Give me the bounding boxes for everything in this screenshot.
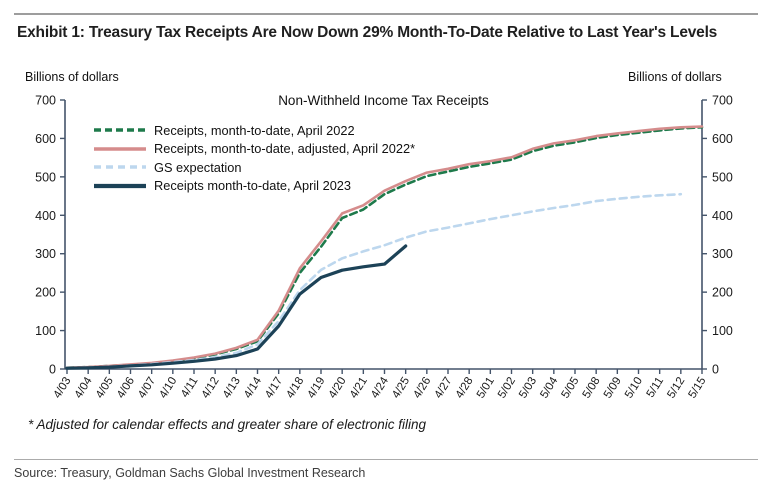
svg-text:4/28: 4/28	[454, 375, 476, 400]
legend-swatch-lightblue-dashed	[94, 165, 146, 170]
svg-text:300: 300	[712, 247, 733, 261]
svg-text:4/21: 4/21	[348, 375, 370, 400]
bottom-divider	[14, 459, 758, 460]
svg-text:5/03: 5/03	[517, 375, 539, 400]
legend-swatch-navy-solid	[94, 183, 146, 188]
series-line-2	[65, 192, 683, 370]
y-tick-labels: 0 0 100 100 200 200 300 300 400 400 500 500 600 600 70…	[35, 94, 733, 377]
exhibit-title: Exhibit 1: Treasury Tax Receipts Are Now…	[17, 24, 718, 41]
svg-text:4/14: 4/14	[242, 375, 264, 401]
svg-text:4/10: 4/10	[157, 375, 179, 400]
chart-footnote: * Adjusted for calendar effects and grea…	[28, 417, 426, 432]
line-chart: 0 0 100 100 200 200 300 300 400 400 500 500 600 600 70…	[35, 94, 733, 401]
svg-text:5/05: 5/05	[560, 375, 582, 400]
svg-text:5/09: 5/09	[602, 375, 624, 400]
svg-text:4/19: 4/19	[306, 375, 328, 400]
legend-item-receipts-2022: Receipts, month-to-date, April 2022	[93, 121, 415, 140]
svg-text:5/10: 5/10	[623, 375, 645, 400]
series-line-1	[65, 125, 704, 370]
top-divider	[14, 13, 758, 15]
svg-text:4/06: 4/06	[115, 375, 137, 400]
legend-item-receipts-2023: Receipts month-to-date, April 2023	[93, 177, 415, 196]
legend-item-gs-expectation: GS expectation	[93, 158, 415, 177]
svg-text:4/18: 4/18	[284, 375, 306, 400]
svg-text:100: 100	[712, 324, 733, 338]
chart-title: Non-Withheld Income Tax Receipts	[278, 93, 489, 108]
svg-text:600: 600	[712, 132, 733, 146]
svg-text:100: 100	[35, 324, 56, 338]
svg-text:4/07: 4/07	[136, 375, 158, 400]
svg-text:4/24: 4/24	[369, 375, 391, 401]
svg-text:0: 0	[49, 363, 56, 377]
legend-label: Receipts, month-to-date, adjusted, April…	[154, 141, 416, 157]
svg-text:4/26: 4/26	[411, 375, 433, 400]
svg-text:4/04: 4/04	[73, 375, 95, 401]
series-line-3	[65, 244, 408, 370]
svg-text:5/04: 5/04	[538, 375, 560, 401]
svg-text:300: 300	[35, 247, 56, 261]
svg-text:4/12: 4/12	[200, 375, 222, 400]
source-attribution: Source: Treasury, Goldman Sachs Global I…	[14, 466, 366, 480]
svg-text:4/25: 4/25	[390, 375, 412, 400]
legend-swatch-green-dashed	[94, 128, 146, 133]
y-axis-unit-right: Billions of dollars	[628, 70, 722, 84]
legend-label: GS expectation	[154, 159, 242, 175]
svg-text:4/05: 4/05	[94, 375, 116, 400]
svg-text:5/02: 5/02	[496, 375, 518, 400]
y-axis-unit-left: Billions of dollars	[25, 70, 119, 84]
axes	[60, 99, 707, 374]
legend-item-receipts-2022-adjusted: Receipts, month-to-date, adjusted, April…	[93, 140, 415, 159]
svg-text:200: 200	[35, 286, 56, 300]
svg-text:4/27: 4/27	[433, 375, 455, 400]
svg-text:700: 700	[712, 94, 733, 108]
svg-text:5/11: 5/11	[645, 375, 667, 400]
svg-text:400: 400	[712, 209, 733, 223]
chart-legend: Receipts, month-to-date, April 2022 Rece…	[93, 121, 415, 195]
legend-label: Receipts month-to-date, April 2023	[154, 178, 352, 194]
svg-text:500: 500	[712, 170, 733, 184]
legend-label: Receipts, month-to-date, April 2022	[154, 122, 355, 138]
svg-text:5/15: 5/15	[687, 375, 709, 400]
svg-text:4/03: 4/03	[52, 375, 74, 400]
svg-text:700: 700	[35, 94, 56, 108]
legend-swatch-salmon-solid	[94, 146, 146, 151]
svg-text:4/20: 4/20	[327, 375, 349, 400]
svg-text:4/13: 4/13	[221, 375, 243, 400]
svg-text:200: 200	[712, 286, 733, 300]
svg-text:400: 400	[35, 209, 56, 223]
svg-text:4/11: 4/11	[179, 375, 201, 400]
svg-text:500: 500	[35, 170, 56, 184]
svg-text:5/12: 5/12	[665, 375, 687, 400]
svg-text:0: 0	[712, 363, 719, 377]
svg-text:4/17: 4/17	[263, 375, 285, 400]
svg-text:5/08: 5/08	[581, 375, 603, 400]
svg-text:600: 600	[35, 132, 56, 146]
svg-text:5/01: 5/01	[475, 375, 497, 400]
x-tick-labels: 4/03 4/04 4/05 4/06 4/07 4/10 4/11 4/12 4/13 4/14…	[52, 375, 709, 401]
